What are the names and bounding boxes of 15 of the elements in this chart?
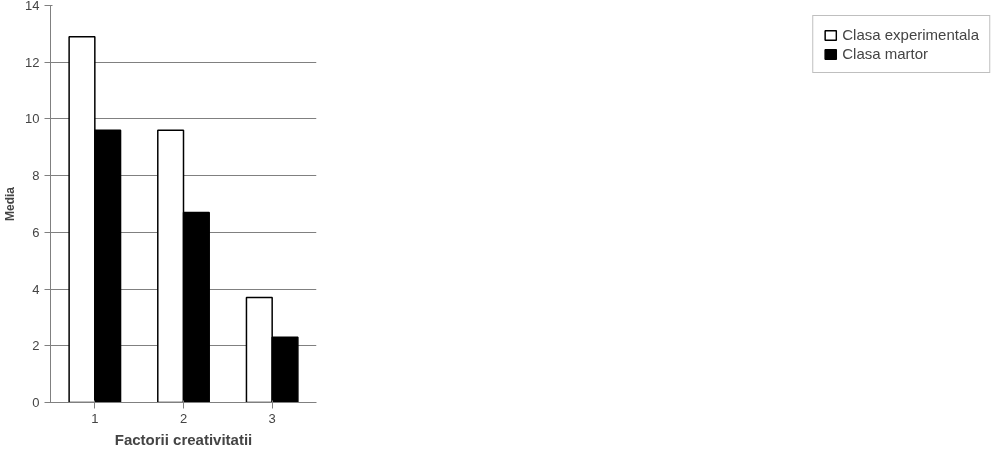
legend-label: Clasa experimentala <box>842 26 979 43</box>
y-tick-label: 6 <box>32 224 40 240</box>
y-tick-label: 0 <box>32 395 40 410</box>
y-tick-label: 8 <box>32 168 40 184</box>
x-tick-label: 2 <box>179 410 188 426</box>
y-tick-label: 10 <box>25 111 40 127</box>
y-tick-label: 12 <box>25 54 40 70</box>
y-tick-label: 14 <box>25 0 40 13</box>
y-tick-label: 2 <box>32 338 40 354</box>
y-axis-title: Media <box>3 186 18 221</box>
x-axis-title: Factorii creativitatii <box>114 430 253 448</box>
x-tick-label: 3 <box>268 410 276 426</box>
x-tick-label: 1 <box>91 410 99 426</box>
legend-label: Clasa martor <box>842 45 929 62</box>
y-tick-label: 4 <box>32 281 40 297</box>
